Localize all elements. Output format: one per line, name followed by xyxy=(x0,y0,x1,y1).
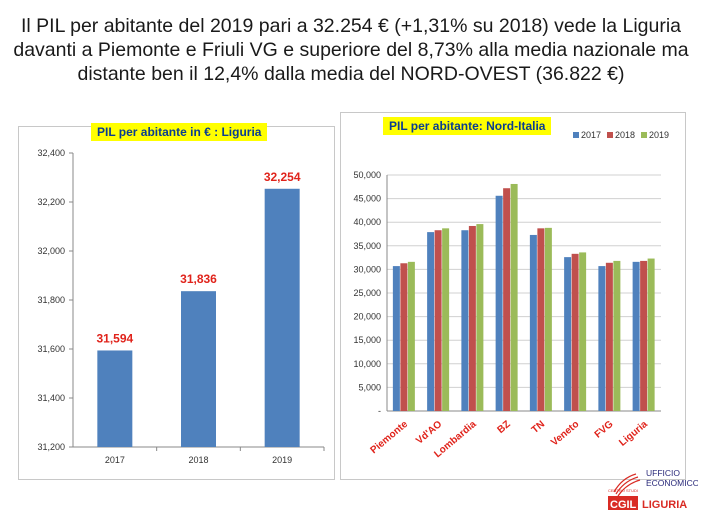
y-tick-label: 10,000 xyxy=(353,359,381,369)
y-tick-label: 40,000 xyxy=(353,217,381,227)
liguria-chart-title: PIL per abitante in € : Liguria xyxy=(91,123,268,141)
bar-BZ-2018 xyxy=(503,188,511,411)
nord-italia-chart-panel: PIL per abitante: Nord-Italia - 5,000 10,0… xyxy=(340,112,686,480)
y-tick-label: 31,600 xyxy=(37,344,65,354)
y-tick-label: 32,200 xyxy=(37,197,65,207)
cgil-logo: CENTRO STUDI UFFICIO ECONOMICO CGIL LIGU… xyxy=(606,464,700,514)
nord-italia-bar-chart: - 5,000 10,000 15,000 20,000 25,000 30,000 35,0… xyxy=(353,130,669,460)
x-tick-label-FVG: FVG xyxy=(593,419,616,441)
bar-Piemonte-2017 xyxy=(392,266,400,411)
bar-Lombardia-2017 xyxy=(461,230,469,411)
bar-Piemonte-2018 xyxy=(400,263,408,411)
x-tick-label-2018: 2018 xyxy=(188,455,208,465)
legend-label-2019: 2019 xyxy=(649,130,669,140)
bar-FVG-2017 xyxy=(598,266,606,411)
y-tick-label: 31,800 xyxy=(37,295,65,305)
y-tick-label: 50,000 xyxy=(353,170,381,180)
liguria-bar-chart: 31,200 31,400 31,600 31,800 32,000 32,200 32,4… xyxy=(37,148,325,465)
headline-line-1: Il PIL per abitante del 2019 pari a 32.2… xyxy=(20,15,682,37)
cgil-logo-graphic: CENTRO STUDI UFFICIO ECONOMICO CGIL LIGU… xyxy=(608,468,700,511)
bar-2019 xyxy=(264,188,300,447)
bar-Veneto-2019 xyxy=(579,252,587,411)
bar-Piemonte-2019 xyxy=(407,261,415,411)
y-tick-label: 5,000 xyxy=(358,382,381,392)
x-tick-label-Piemonte: Piemonte xyxy=(368,419,410,457)
bar-Vd'AO-2017 xyxy=(427,232,435,411)
bar-Veneto-2018 xyxy=(571,253,579,411)
y-tick-label: 32,000 xyxy=(37,246,65,256)
headline: Il PIL per abitante del 2019 pari a 32.2… xyxy=(0,14,702,86)
logo-region: LIGURIA xyxy=(642,499,687,511)
legend-label-2018: 2018 xyxy=(615,130,635,140)
bar-TN-2019 xyxy=(544,227,552,411)
y-tick-label: 15,000 xyxy=(353,335,381,345)
y-tick-label: - xyxy=(378,406,381,416)
y-tick-label: 35,000 xyxy=(353,241,381,251)
logo-small-text: CENTRO STUDI xyxy=(608,488,638,493)
nord-italia-chart-title: PIL per abitante: Nord-Italia xyxy=(383,117,552,135)
bar-FVG-2019 xyxy=(613,260,621,411)
y-tick-label: 25,000 xyxy=(353,288,381,298)
x-tick-label-2019: 2019 xyxy=(272,455,292,465)
legend-swatch-2017 xyxy=(573,132,579,138)
x-tick-label-Liguria: Liguria xyxy=(617,419,650,449)
bar-Lombardia-2019 xyxy=(476,224,484,411)
headline-line-2: davanti a Piemonte e Friuli VG e superio… xyxy=(13,39,689,61)
x-tick-label-TN: TN xyxy=(530,419,547,436)
legend-swatch-2018 xyxy=(607,132,613,138)
x-tick-label-2017: 2017 xyxy=(105,455,125,465)
bar-Vd'AO-2019 xyxy=(442,228,450,411)
data-label-2017: 31,594 xyxy=(96,331,133,345)
bar-Lombardia-2018 xyxy=(468,225,476,411)
bar-Liguria-2017 xyxy=(632,261,640,411)
x-tick-label-BZ: BZ xyxy=(496,419,513,436)
logo-line1: UFFICIO xyxy=(646,468,680,478)
bar-BZ-2019 xyxy=(510,183,518,411)
data-label-2018: 31,836 xyxy=(180,272,217,286)
logo-arc-lines xyxy=(613,473,641,497)
logo-brand: CGIL xyxy=(610,499,637,511)
y-tick-label: 45,000 xyxy=(353,194,381,204)
bar-FVG-2018 xyxy=(605,262,613,411)
bar-BZ-2017 xyxy=(495,195,503,411)
y-tick-label: 31,400 xyxy=(37,393,65,403)
bar-2017 xyxy=(97,350,133,447)
bar-TN-2018 xyxy=(537,228,545,411)
x-tick-label-Vd'AO: Vd'AO xyxy=(414,419,444,447)
logo-line2: ECONOMICO xyxy=(646,478,698,488)
bar-2018 xyxy=(181,291,216,447)
data-label-2019: 32,254 xyxy=(264,170,301,184)
bar-TN-2017 xyxy=(529,234,537,411)
liguria-chart-panel: PIL per abitante in € : Liguria 31,200 31… xyxy=(18,123,335,480)
legend-swatch-2019 xyxy=(641,132,647,138)
y-tick-label: 20,000 xyxy=(353,312,381,322)
bar-Veneto-2017 xyxy=(564,257,572,411)
bar-Vd'AO-2018 xyxy=(434,230,442,411)
headline-line-3: distante ben il 12,4% dalla media del NO… xyxy=(77,63,625,85)
bar-Liguria-2019 xyxy=(647,258,655,411)
y-tick-label: 30,000 xyxy=(353,264,381,274)
y-tick-label: 32,400 xyxy=(37,148,65,158)
logo-brand-box xyxy=(608,496,638,510)
legend-label-2017: 2017 xyxy=(581,130,601,140)
bar-Liguria-2018 xyxy=(640,260,648,411)
x-tick-label-Veneto: Veneto xyxy=(549,419,581,449)
y-tick-label: 31,200 xyxy=(37,442,65,452)
